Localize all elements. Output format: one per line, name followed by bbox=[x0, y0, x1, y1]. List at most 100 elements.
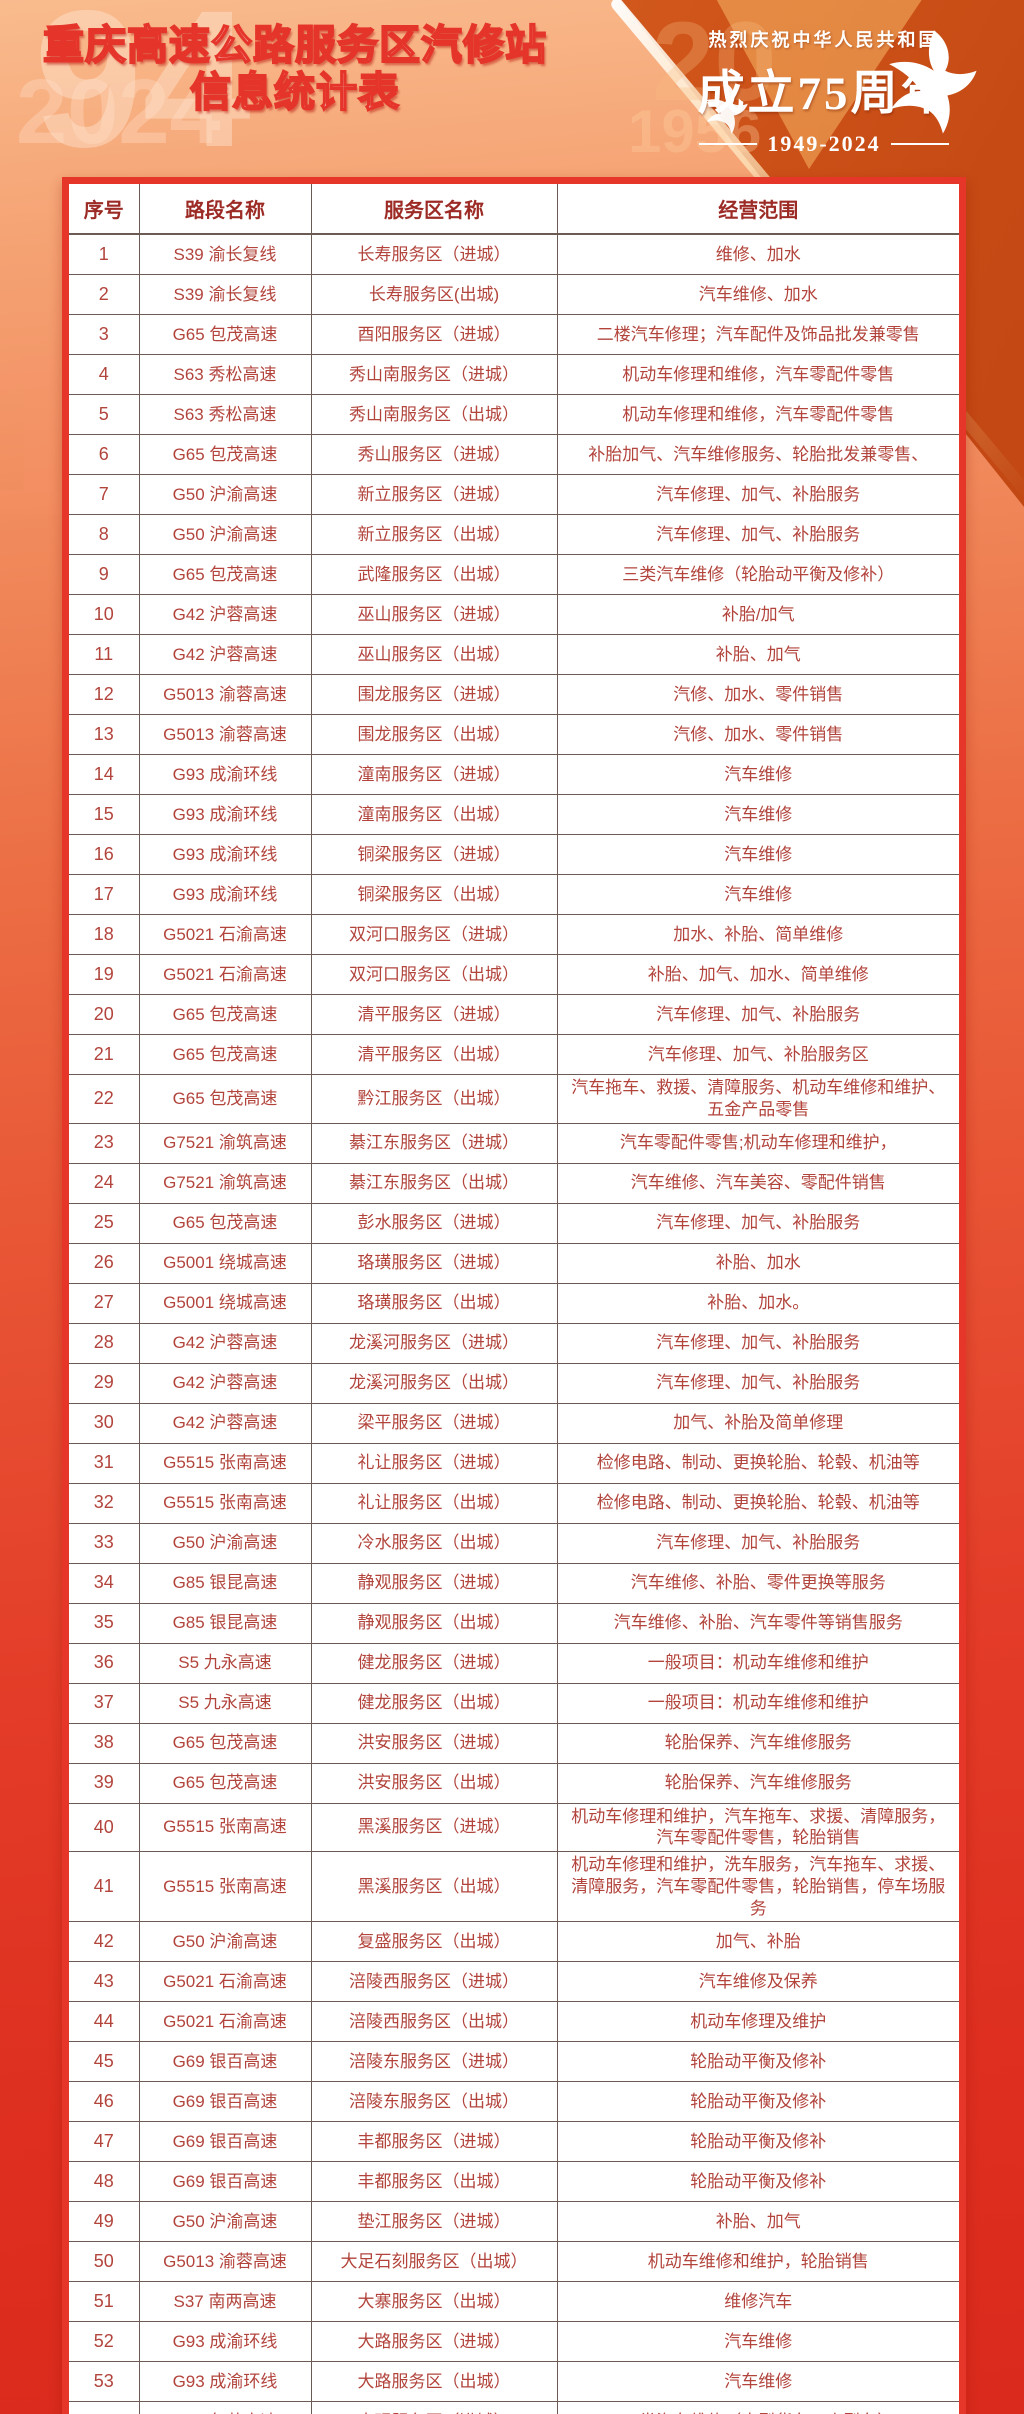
service-area-cell: 垫江服务区（进城） bbox=[311, 2201, 558, 2243]
row-number-cell: 32 bbox=[69, 1483, 140, 1524]
road-name-cell: G65 包茂高速 bbox=[139, 1074, 312, 1124]
row-number-cell: 8 bbox=[69, 514, 140, 555]
table-row: 38 G65 包茂高速 洪安服务区（进城） 轮胎保养、汽车维修服务 bbox=[69, 1723, 959, 1764]
table-row: 19 G5021 石渝高速 双河口服务区（出城） 补胎、加气、加水、简单维修 bbox=[69, 954, 959, 995]
row-number-cell: 16 bbox=[69, 834, 140, 875]
road-name-cell: G69 银百高速 bbox=[139, 2041, 312, 2083]
table-row: 16 G93 成渝环线 铜梁服务区（进城） 汽车维修 bbox=[69, 834, 959, 875]
table-row: 4 S63 秀松高速 秀山南服务区（进城） 机动车修理和维修，汽车零配件零售 bbox=[69, 354, 959, 395]
service-area-cell: 綦江东服务区（进城） bbox=[311, 1123, 558, 1164]
row-number-cell: 54 bbox=[69, 2401, 140, 2414]
row-number-cell: 44 bbox=[69, 2001, 140, 2043]
business-scope-cell: 维修汽车 bbox=[557, 2281, 959, 2323]
service-area-cell: 洪安服务区（出城） bbox=[311, 1763, 558, 1804]
business-scope-cell: 机动车修理和维修，汽车零配件零售 bbox=[557, 354, 959, 395]
business-scope-cell: 轮胎动平衡及修补 bbox=[557, 2081, 959, 2123]
row-number-cell: 6 bbox=[69, 434, 140, 475]
row-number-cell: 11 bbox=[69, 634, 140, 675]
road-name-cell: G50 沪渝高速 bbox=[139, 2201, 312, 2243]
column-header: 服务区名称 bbox=[311, 184, 558, 235]
business-scope-cell: 汽车维修、加水 bbox=[557, 274, 959, 315]
row-number-cell: 4 bbox=[69, 354, 140, 395]
service-area-cell: 新立服务区（出城） bbox=[311, 514, 558, 555]
business-scope-cell: 汽修、加水、零件销售 bbox=[557, 714, 959, 755]
road-name-cell: G7521 渝筑高速 bbox=[139, 1123, 312, 1164]
dash-line bbox=[699, 143, 758, 145]
business-scope-cell: 轮胎动平衡及修补 bbox=[557, 2161, 959, 2203]
column-header: 经营范围 bbox=[557, 184, 959, 235]
table-row: 37 S5 九永高速 健龙服务区（出城） 一般项目：机动车维修和维护 bbox=[69, 1683, 959, 1724]
road-name-cell: G69 银百高速 bbox=[139, 2161, 312, 2203]
business-scope-cell: 维修、加水 bbox=[557, 234, 959, 275]
table-row: 7 G50 沪渝高速 新立服务区（进城） 汽车修理、加气、补胎服务 bbox=[69, 474, 959, 515]
table-row: 52 G93 成渝环线 大路服务区（进城） 汽车维修 bbox=[69, 2321, 959, 2363]
road-name-cell: G65 包茂高速 bbox=[139, 1203, 312, 1244]
service-area-cell: 黑溪服务区（出城） bbox=[311, 1851, 558, 1923]
service-area-cell: 围龙服务区（出城） bbox=[311, 714, 558, 755]
row-number-cell: 48 bbox=[69, 2161, 140, 2203]
road-name-cell: G85 银昆高速 bbox=[139, 1603, 312, 1644]
service-area-cell: 彭水服务区（进城） bbox=[311, 1203, 558, 1244]
row-number-cell: 25 bbox=[69, 1203, 140, 1244]
service-area-cell: 铜梁服务区（出城） bbox=[311, 874, 558, 915]
row-number-cell: 46 bbox=[69, 2081, 140, 2123]
service-area-cell: 静观服务区（出城） bbox=[311, 1603, 558, 1644]
service-area-cell: 长寿服务区（进城） bbox=[311, 234, 558, 275]
business-scope-cell: 汽车修理、加气、补胎服务区 bbox=[557, 1034, 959, 1075]
info-table: 序号 路段名称 服务区名称 经营范围 1 S39 渝长复线 长寿服务区（进城） 维修、加水 2… bbox=[62, 177, 966, 2414]
table-row: 27 G5001 绕城高速 珞璜服务区（出城） 补胎、加水。 bbox=[69, 1283, 959, 1324]
business-scope-cell: 汽修、加水、零件销售 bbox=[557, 674, 959, 715]
business-scope-cell: 汽车维修、汽车美容、零配件销售 bbox=[557, 1163, 959, 1204]
road-name-cell: G5021 石渝高速 bbox=[139, 914, 312, 955]
service-area-cell: 巫山服务区（进城） bbox=[311, 594, 558, 635]
service-area-cell: 大足石刻服务区（出城） bbox=[311, 2241, 558, 2283]
business-scope-cell: 汽车修理、加气、补胎服务 bbox=[557, 1323, 959, 1364]
business-scope-cell: 轮胎保养、汽车维修服务 bbox=[557, 1763, 959, 1804]
business-scope-cell: 一般项目：机动车维修和维护 bbox=[557, 1643, 959, 1684]
row-number-cell: 49 bbox=[69, 2201, 140, 2243]
row-number-cell: 37 bbox=[69, 1683, 140, 1724]
row-number-cell: 35 bbox=[69, 1603, 140, 1644]
table-row: 24 G7521 渝筑高速 綦江东服务区（出城） 汽车维修、汽车美容、零配件销售 bbox=[69, 1163, 959, 1204]
road-name-cell: G93 成渝环线 bbox=[139, 834, 312, 875]
service-area-cell: 巫山服务区（出城） bbox=[311, 634, 558, 675]
service-area-cell: 黑溪服务区（进城） bbox=[311, 1803, 558, 1852]
table-row: 25 G65 包茂高速 彭水服务区（进城） 汽车修理、加气、补胎服务 bbox=[69, 1203, 959, 1244]
row-number-cell: 33 bbox=[69, 1523, 140, 1564]
column-header: 序号 bbox=[69, 184, 140, 235]
table-row: 36 S5 九永高速 健龙服务区（进城） 一般项目：机动车维修和维护 bbox=[69, 1643, 959, 1684]
service-area-cell: 长寿服务区(出城) bbox=[311, 274, 558, 315]
table-row: 34 G85 银昆高速 静观服务区（进城） 汽车维修、补胎、零件更换等服务 bbox=[69, 1563, 959, 1604]
table-row: 43 G5021 石渝高速 涪陵西服务区（进城） 汽车维修及保养 bbox=[69, 1961, 959, 2003]
business-scope-cell: 补胎、加气、加水、简单维修 bbox=[557, 954, 959, 995]
table-row: 12 G5013 渝蓉高速 围龙服务区（进城） 汽修、加水、零件销售 bbox=[69, 674, 959, 715]
page-title-line2: 信息统计表 bbox=[189, 68, 400, 116]
table-row: 29 G42 沪蓉高速 龙溪河服务区（出城） 汽车修理、加气、补胎服务 bbox=[69, 1363, 959, 1404]
business-scope-cell: 一般项目：机动车维修和维护 bbox=[557, 1683, 959, 1724]
service-area-cell: 綦江东服务区（出城） bbox=[311, 1163, 558, 1204]
road-name-cell: S5 九永高速 bbox=[139, 1643, 312, 1684]
table-row: 6 G65 包茂高速 秀山服务区（进城） 补胎加气、汽车维修服务、轮胎批发兼零售、 bbox=[69, 434, 959, 475]
table-row: 8 G50 沪渝高速 新立服务区（出城） 汽车修理、加气、补胎服务 bbox=[69, 514, 959, 555]
row-number-cell: 52 bbox=[69, 2321, 140, 2363]
table-row: 5 S63 秀松高速 秀山南服务区（出城） 机动车修理和维修，汽车零配件零售 bbox=[69, 394, 959, 435]
business-scope-cell: 加水、补胎、简单维修 bbox=[557, 914, 959, 955]
table-row: 22 G65 包茂高速 黔江服务区（出城） 汽车拖车、救援、清障服务、机动车维修和维护… bbox=[69, 1074, 959, 1124]
service-area-table: 序号 路段名称 服务区名称 经营范围 1 S39 渝长复线 长寿服务区（进城） 维修、加水 2… bbox=[69, 184, 959, 2414]
service-area-cell: 复盛服务区（出城） bbox=[311, 1921, 558, 1963]
service-area-cell: 双河口服务区（出城） bbox=[311, 954, 558, 995]
road-name-cell: G50 沪渝高速 bbox=[139, 514, 312, 555]
business-scope-cell: 加气、补胎 bbox=[557, 1921, 959, 1963]
road-name-cell: G65 包茂高速 bbox=[139, 314, 312, 355]
service-area-cell: 静观服务区（进城） bbox=[311, 1563, 558, 1604]
table-row: 26 G5001 绕城高速 珞璜服务区（进城） 补胎、加水 bbox=[69, 1243, 959, 1284]
service-area-cell: 秀山南服务区（进城） bbox=[311, 354, 558, 395]
table-row: 2 S39 渝长复线 长寿服务区(出城) 汽车维修、加水 bbox=[69, 274, 959, 315]
table-row: 44 G5021 石渝高速 涪陵西服务区（出城） 机动车修理及维护 bbox=[69, 2001, 959, 2043]
table-row: 13 G5013 渝蓉高速 围龙服务区（出城） 汽修、加水、零件销售 bbox=[69, 714, 959, 755]
service-area-cell: 铜梁服务区（进城） bbox=[311, 834, 558, 875]
business-scope-cell: 机动车维修和维护，轮胎销售 bbox=[557, 2241, 959, 2283]
row-number-cell: 12 bbox=[69, 674, 140, 715]
row-number-cell: 10 bbox=[69, 594, 140, 635]
